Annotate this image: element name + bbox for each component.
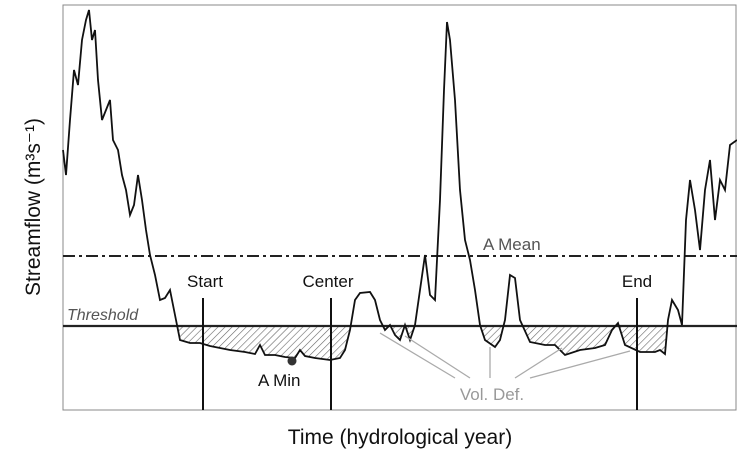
end-label: End xyxy=(622,272,652,291)
threshold-label: Threshold xyxy=(67,307,139,324)
streamflow-curve xyxy=(62,9,737,361)
x-axis-label: Time (hydrological year) xyxy=(288,426,512,449)
min-label: A Min xyxy=(258,371,301,390)
deficit-label: Vol. Def. xyxy=(460,385,524,404)
min-point xyxy=(287,356,297,366)
mean-label: A Mean xyxy=(483,235,541,254)
deficit-pointers xyxy=(379,332,631,379)
start-label: Start xyxy=(187,272,223,291)
deficit-area xyxy=(63,326,737,360)
center-label: Center xyxy=(302,272,353,291)
plot-frame xyxy=(62,4,737,411)
y-axis-label: Streamflow (m³s⁻¹) xyxy=(22,118,45,296)
